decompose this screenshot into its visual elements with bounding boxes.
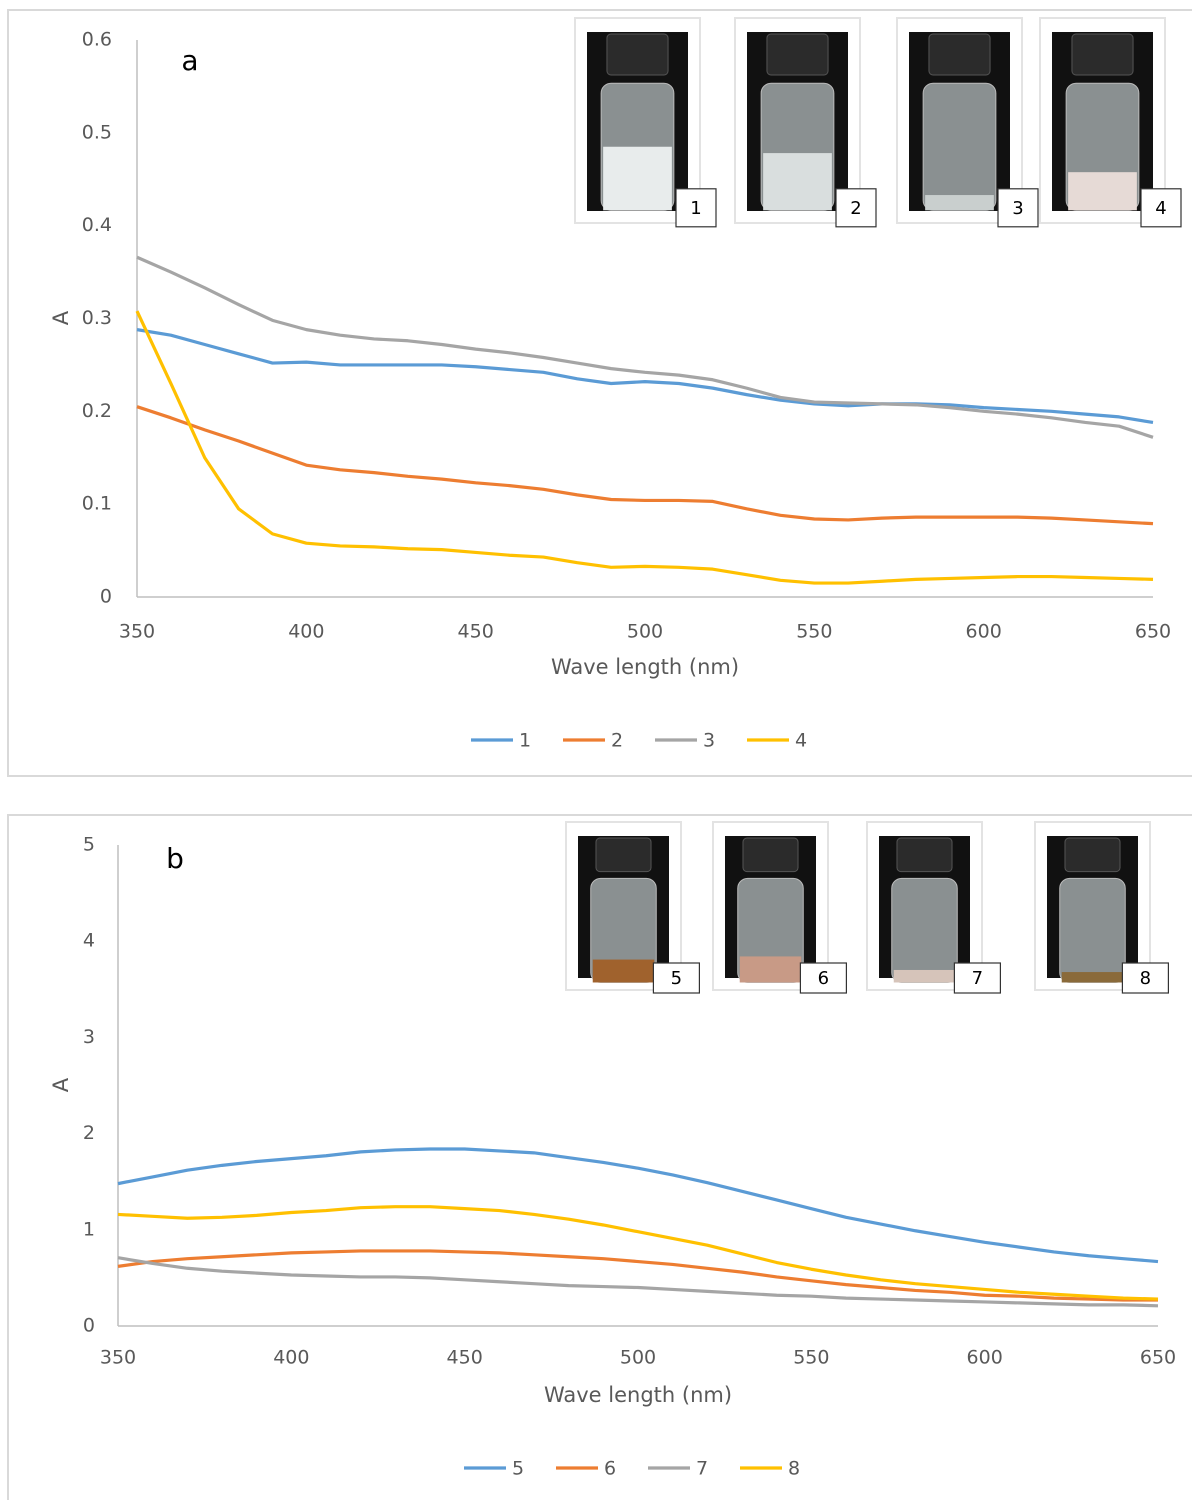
vial-cap <box>928 33 991 76</box>
legend-label: 8 <box>788 1458 800 1480</box>
inset-photo: 3 <box>896 17 1039 228</box>
x-tick-label: 450 <box>458 621 494 643</box>
inset-photo: 6 <box>712 821 848 994</box>
inset-label: 7 <box>972 968 983 989</box>
inset-label: 6 <box>818 968 829 989</box>
y-tick-label: 5 <box>83 834 95 856</box>
vial-cap <box>742 837 799 873</box>
x-tick-label: 500 <box>627 621 663 643</box>
inset-label-box <box>652 962 701 994</box>
legend-label: 1 <box>519 730 531 752</box>
panel-label: a <box>181 44 198 77</box>
legend-label: 7 <box>696 1458 708 1480</box>
vial-cap <box>896 837 953 873</box>
vial-liquid <box>603 146 672 211</box>
series-line <box>117 1249 1158 1302</box>
vial-liquid <box>1061 972 1124 983</box>
inset-label-box <box>953 962 1002 994</box>
legend-label: 2 <box>611 730 623 752</box>
y-tick-label: 1 <box>83 1218 95 1240</box>
inset-label-box <box>675 188 717 228</box>
y-tick-label: 0.1 <box>82 493 112 515</box>
x-tick-label: 600 <box>966 621 1002 643</box>
series-line <box>117 1205 1159 1301</box>
vial-liquid <box>925 195 994 211</box>
y-tick-label: 0.2 <box>82 400 112 422</box>
x-tick-label: 650 <box>1135 621 1171 643</box>
y-axis-label: A <box>49 1077 73 1092</box>
inset-photo: 4 <box>1039 17 1182 228</box>
vial-cap <box>606 33 669 76</box>
series-line <box>136 328 1154 425</box>
vial-liquid <box>763 153 832 211</box>
inset-label-box <box>1140 188 1182 228</box>
x-tick-label: 400 <box>288 621 324 643</box>
vial-body <box>1059 877 1126 983</box>
x-tick-label: 550 <box>793 1347 829 1369</box>
series-line <box>136 255 1154 439</box>
vial-cap <box>595 837 652 873</box>
series-line <box>117 1147 1159 1264</box>
x-axis-label: Wave length (nm) <box>544 1383 732 1407</box>
vial-body <box>891 877 958 983</box>
vial-cap <box>1064 837 1121 873</box>
inset-photo: 5 <box>565 821 701 994</box>
inset-photo: 7 <box>866 821 1002 994</box>
inset-label-box <box>1121 962 1170 994</box>
legend-label: 3 <box>703 730 715 752</box>
inset-label: 8 <box>1140 968 1151 989</box>
inset-label: 1 <box>690 198 701 219</box>
inset-label: 4 <box>1155 198 1166 219</box>
vial-cap <box>1071 33 1134 76</box>
legend-label: 6 <box>604 1458 616 1480</box>
inset-label-box <box>997 188 1039 228</box>
panel-label: b <box>166 842 184 875</box>
y-tick-label: 4 <box>83 930 95 952</box>
y-tick-label: 3 <box>83 1026 95 1048</box>
inset-label-box <box>835 188 877 228</box>
x-tick-label: 350 <box>119 621 155 643</box>
x-tick-label: 650 <box>1140 1347 1176 1369</box>
inset-label: 2 <box>850 198 861 219</box>
vial-liquid <box>1068 172 1137 211</box>
series-line <box>136 405 1154 526</box>
x-tick-label: 450 <box>447 1347 483 1369</box>
legend-label: 4 <box>795 730 807 752</box>
x-tick-label: 400 <box>273 1347 309 1369</box>
y-tick-label: 0.6 <box>82 29 112 51</box>
x-tick-label: 600 <box>967 1347 1003 1369</box>
vial-liquid <box>739 956 802 983</box>
vial-body <box>922 82 997 211</box>
inset-label: 5 <box>671 968 682 989</box>
inset-label: 3 <box>1012 198 1023 219</box>
legend-label: 5 <box>512 1458 524 1480</box>
y-tick-label: 0 <box>100 586 112 608</box>
y-tick-label: 0.3 <box>82 307 112 329</box>
y-tick-label: 2 <box>83 1122 95 1144</box>
vial-cap <box>766 33 829 76</box>
vial-liquid <box>893 969 956 983</box>
inset-label-box <box>799 962 848 994</box>
series-line <box>135 310 1154 585</box>
inset-photo: 2 <box>734 17 877 228</box>
x-tick-label: 500 <box>620 1347 656 1369</box>
y-axis-label: A <box>49 310 73 325</box>
series-line <box>117 1256 1159 1308</box>
x-tick-label: 550 <box>796 621 832 643</box>
x-axis-label: Wave length (nm) <box>551 655 739 679</box>
inset-photo: 8 <box>1034 821 1170 994</box>
y-tick-label: 0.4 <box>82 214 112 236</box>
y-tick-label: 0.5 <box>82 121 112 143</box>
x-tick-label: 350 <box>100 1347 136 1369</box>
vial-liquid <box>592 959 655 983</box>
y-tick-label: 0 <box>83 1315 95 1337</box>
inset-photo: 1 <box>574 17 717 228</box>
